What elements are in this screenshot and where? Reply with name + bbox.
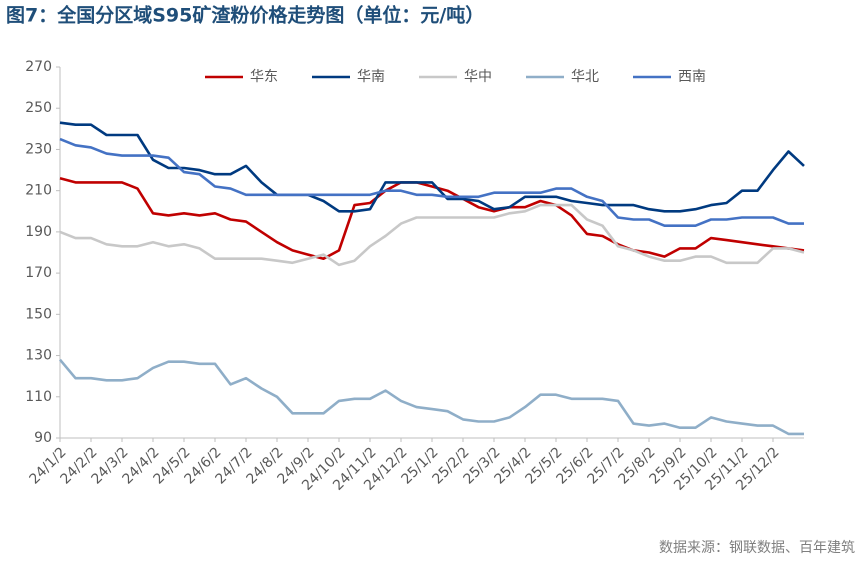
- y-tick-label: 130: [25, 348, 52, 364]
- legend-label: 华北: [571, 69, 599, 85]
- chart-title: 图7：全国分区域S95矿渣粉价格走势图（单位：元/吨）: [6, 4, 484, 27]
- y-tick-label: 270: [25, 59, 52, 75]
- y-tick-label: 170: [25, 265, 52, 281]
- series-line: [59, 177, 805, 260]
- legend-label: 华中: [464, 69, 492, 85]
- legend-label: 华东: [250, 69, 278, 85]
- y-tick-label: 190: [25, 224, 52, 240]
- y-tick-label: 90: [34, 430, 52, 446]
- y-tick-label: 230: [25, 141, 52, 157]
- y-tick-label: 110: [25, 389, 52, 405]
- series-line: [59, 358, 804, 436]
- y-tick-label: 250: [25, 100, 52, 116]
- source-note: 数据来源：钢联数据、百年建筑: [659, 540, 855, 556]
- series-line: [59, 137, 804, 227]
- legend-label: 西南: [678, 69, 706, 85]
- legend-label: 华南: [357, 69, 385, 85]
- series-line: [59, 121, 805, 213]
- y-tick-label: 150: [25, 306, 52, 322]
- series-line: [59, 203, 805, 267]
- y-tick-label: 210: [25, 183, 52, 199]
